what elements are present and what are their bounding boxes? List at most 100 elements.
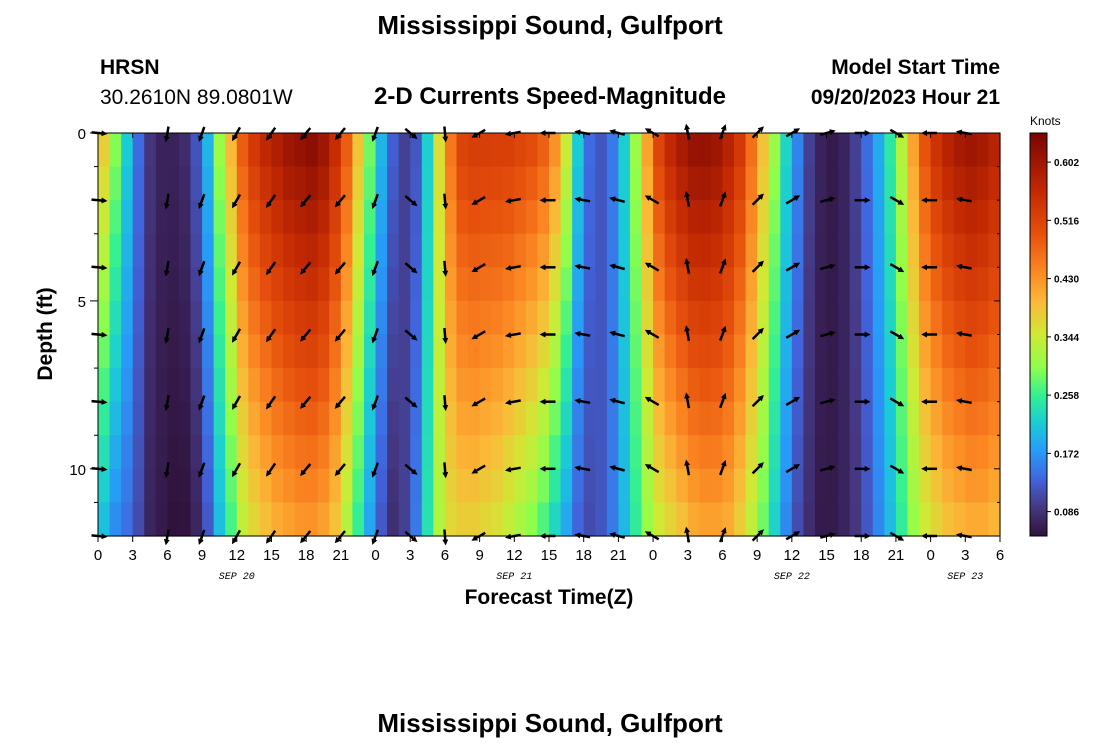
x-tick-label: 12 bbox=[506, 547, 523, 564]
heatmap-cell bbox=[814, 468, 828, 504]
heatmap-cell bbox=[618, 200, 631, 235]
heatmap-cell bbox=[387, 502, 400, 537]
heatmap-cell bbox=[699, 133, 712, 168]
heatmap-cell bbox=[421, 334, 434, 369]
heatmap-cell bbox=[814, 233, 828, 268]
heatmap-cell bbox=[583, 300, 596, 336]
heatmap-cell bbox=[884, 233, 897, 268]
heatmap-cell bbox=[525, 233, 539, 268]
heatmap-cell bbox=[317, 200, 330, 235]
x-tick-label: 3 bbox=[406, 547, 414, 564]
heatmap-cell bbox=[144, 368, 157, 403]
heatmap-cell bbox=[259, 267, 273, 302]
heatmap-cell bbox=[606, 133, 619, 168]
heatmap-cell bbox=[606, 233, 619, 268]
heatmap-cell bbox=[306, 468, 319, 504]
heatmap-cell bbox=[687, 233, 700, 268]
heatmap-cell bbox=[699, 334, 712, 369]
heatmap-cell bbox=[606, 300, 619, 336]
current-vector-arrow bbox=[889, 195, 905, 205]
current-vector-arrow bbox=[232, 193, 242, 209]
current-vector-arrow bbox=[889, 330, 905, 340]
heatmap-cell bbox=[849, 300, 862, 336]
current-vector-arrow bbox=[334, 395, 346, 409]
heatmap-cell bbox=[329, 300, 342, 336]
heatmap-cell bbox=[560, 435, 573, 470]
heatmap-cell bbox=[930, 368, 943, 403]
heatmap-cell bbox=[803, 166, 816, 201]
heatmap-cell bbox=[988, 368, 1001, 403]
heatmap-cell bbox=[340, 267, 354, 302]
heatmap-cell bbox=[468, 368, 481, 403]
heatmap-cell bbox=[132, 300, 145, 336]
heatmap-cell bbox=[421, 166, 434, 201]
current-vector-arrow bbox=[198, 462, 206, 478]
heatmap-cell bbox=[768, 368, 781, 403]
heatmap-cell bbox=[109, 267, 122, 302]
current-vector-arrow bbox=[371, 462, 379, 478]
heatmap-cell bbox=[687, 401, 700, 436]
heatmap-cell bbox=[838, 401, 851, 436]
current-vector-arrow bbox=[574, 196, 591, 203]
heatmap-cell bbox=[687, 334, 700, 369]
x-date-label: SEP 22 bbox=[774, 572, 810, 583]
heatmap-cell bbox=[225, 133, 238, 168]
heatmap-cell bbox=[560, 468, 573, 504]
heatmap-cell bbox=[965, 401, 978, 436]
heatmap-cell bbox=[895, 401, 909, 436]
heatmap-cell bbox=[98, 233, 111, 268]
heatmap-cell bbox=[653, 468, 666, 504]
heatmap-cell bbox=[178, 200, 192, 235]
heatmap-cell bbox=[329, 166, 342, 201]
colorbar-tick-label: 0.516 bbox=[1054, 216, 1079, 227]
heatmap-cell bbox=[375, 401, 388, 436]
heatmap-cell bbox=[710, 200, 724, 235]
heatmap-cell bbox=[329, 334, 342, 369]
heatmap-cell bbox=[722, 267, 735, 302]
heatmap-cell bbox=[884, 166, 897, 201]
heatmap-cell bbox=[167, 468, 180, 504]
heatmap-cell bbox=[953, 166, 966, 201]
heatmap-cell bbox=[629, 267, 643, 302]
heatmap-cell bbox=[363, 368, 377, 403]
heatmap-cell bbox=[178, 334, 192, 369]
heatmap-cell bbox=[398, 267, 411, 302]
heatmap-cell bbox=[468, 200, 481, 235]
heatmap-cell bbox=[421, 133, 434, 168]
heatmap-cell bbox=[722, 468, 735, 504]
heatmap-cell bbox=[791, 334, 805, 369]
heatmap-cell bbox=[687, 200, 700, 235]
heatmap-cell bbox=[132, 435, 145, 470]
heatmap-cell bbox=[618, 334, 631, 369]
x-tick-label: 21 bbox=[888, 547, 905, 564]
heatmap-cell bbox=[433, 133, 446, 168]
heatmap-cell bbox=[306, 401, 319, 436]
heatmap-cell bbox=[363, 233, 377, 268]
heatmap-cell bbox=[109, 502, 122, 537]
heatmap-cell bbox=[572, 502, 585, 537]
heatmap-cell bbox=[629, 368, 643, 403]
heatmap-cell bbox=[838, 435, 851, 470]
heatmap-cell bbox=[942, 502, 955, 537]
heatmap-cell bbox=[271, 401, 284, 436]
heatmap-cell bbox=[283, 334, 296, 369]
heatmap-cell bbox=[271, 502, 284, 537]
heatmap-cell bbox=[398, 200, 411, 235]
heatmap-cell bbox=[283, 200, 296, 235]
heatmap-cell bbox=[259, 133, 273, 168]
heatmap-cell bbox=[549, 468, 562, 504]
heatmap-cell bbox=[433, 334, 446, 369]
heatmap-cell bbox=[525, 435, 539, 470]
heatmap-cell bbox=[352, 133, 365, 168]
heatmap-cell bbox=[479, 267, 492, 302]
x-tick-label: 9 bbox=[753, 547, 761, 564]
heatmap-cell bbox=[456, 300, 469, 336]
current-vector-arrow bbox=[785, 195, 801, 205]
x-tick-label: 21 bbox=[610, 547, 627, 564]
heatmap-cell bbox=[895, 200, 909, 235]
heatmap-cell bbox=[572, 267, 585, 302]
heatmap-cell bbox=[572, 300, 585, 336]
heatmap-cell bbox=[988, 334, 1001, 369]
current-vector-arrow bbox=[265, 328, 277, 343]
heatmap-cell bbox=[676, 133, 689, 168]
